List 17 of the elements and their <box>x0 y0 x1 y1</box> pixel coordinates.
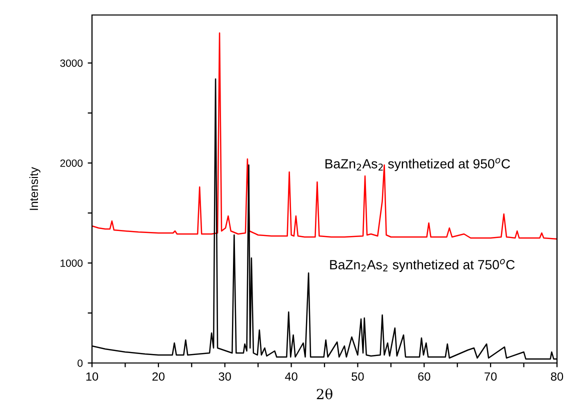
y-tick-label: 0 <box>78 360 83 367</box>
x-tick-label: 60 <box>418 372 430 381</box>
x-tick-label: 30 <box>218 372 231 381</box>
y-tick-label: 2000 <box>60 160 83 167</box>
annotation: BaZn$_{2}$As$_{2}$ synthetized at 750$^{o}$C <box>330 259 515 272</box>
x-tick-label: 40 <box>284 372 298 381</box>
x-tick-label: 10 <box>86 372 98 381</box>
x-tick-label: 70 <box>484 372 497 381</box>
x-axis-title: 2θ <box>316 388 332 400</box>
x-tick-label: 20 <box>152 372 165 381</box>
y-tick-label: 1000 <box>60 260 83 267</box>
y-tick-label: 3000 <box>60 60 83 67</box>
annotation: BaZn$_{2}$As$_{2}$ synthetized at 950$^{o}$C <box>325 158 510 172</box>
x-tick-label: 50 <box>352 372 364 381</box>
line-series <box>92 32 557 240</box>
x-tick-label: 80 <box>550 372 564 381</box>
y-axis-title: Intensity <box>29 167 40 210</box>
